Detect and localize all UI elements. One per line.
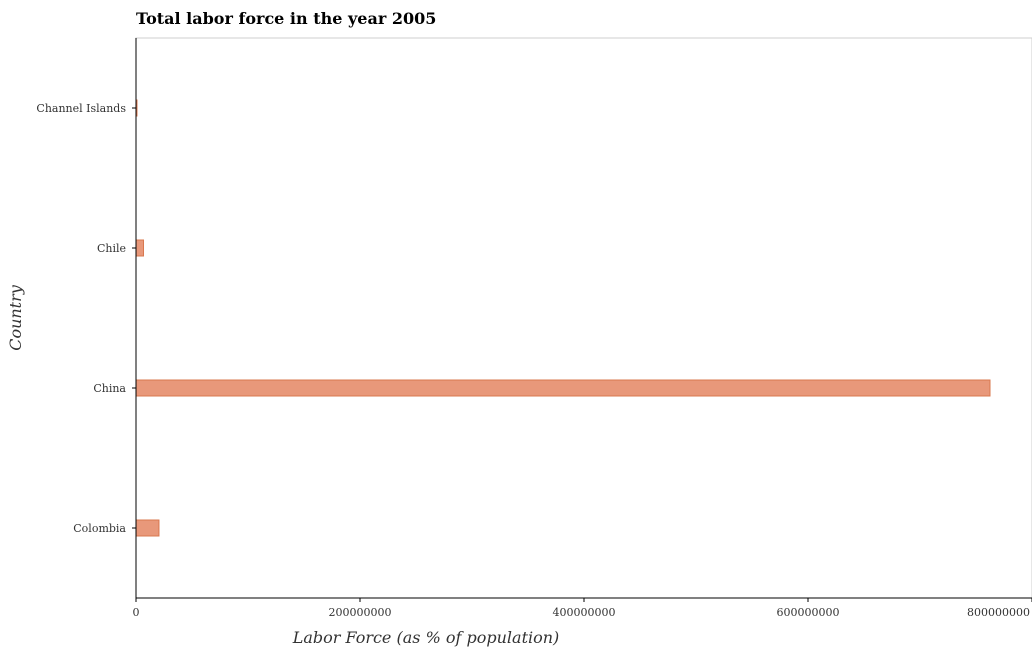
chart-title: Total labor force in the year 2005 — [136, 9, 436, 28]
x-axis-label: Labor Force (as % of population) — [292, 628, 560, 647]
bar-china — [136, 380, 990, 396]
x-tick-label: 0 — [133, 606, 140, 619]
x-tick-label: 800000000 — [967, 606, 1030, 619]
bar-chile — [136, 240, 144, 256]
bars-group — [136, 100, 990, 536]
y-tick-label: Channel Islands — [36, 102, 126, 115]
y-tick-label: Chile — [97, 242, 126, 255]
x-tick-labels: 0 200000000 400000000 600000000 800000000 — [133, 598, 1032, 619]
x-tick-label: 200000000 — [329, 606, 392, 619]
x-tick-label: 400000000 — [553, 606, 616, 619]
x-tick-label: 600000000 — [777, 606, 840, 619]
y-tick-label: China — [93, 382, 126, 395]
y-tick-labels: Channel Islands Chile China Colombia — [36, 102, 136, 535]
bar-colombia — [136, 520, 159, 536]
y-tick-label: Colombia — [73, 522, 126, 535]
y-axis-label: Country — [6, 284, 25, 351]
plot-frame — [136, 38, 1032, 598]
